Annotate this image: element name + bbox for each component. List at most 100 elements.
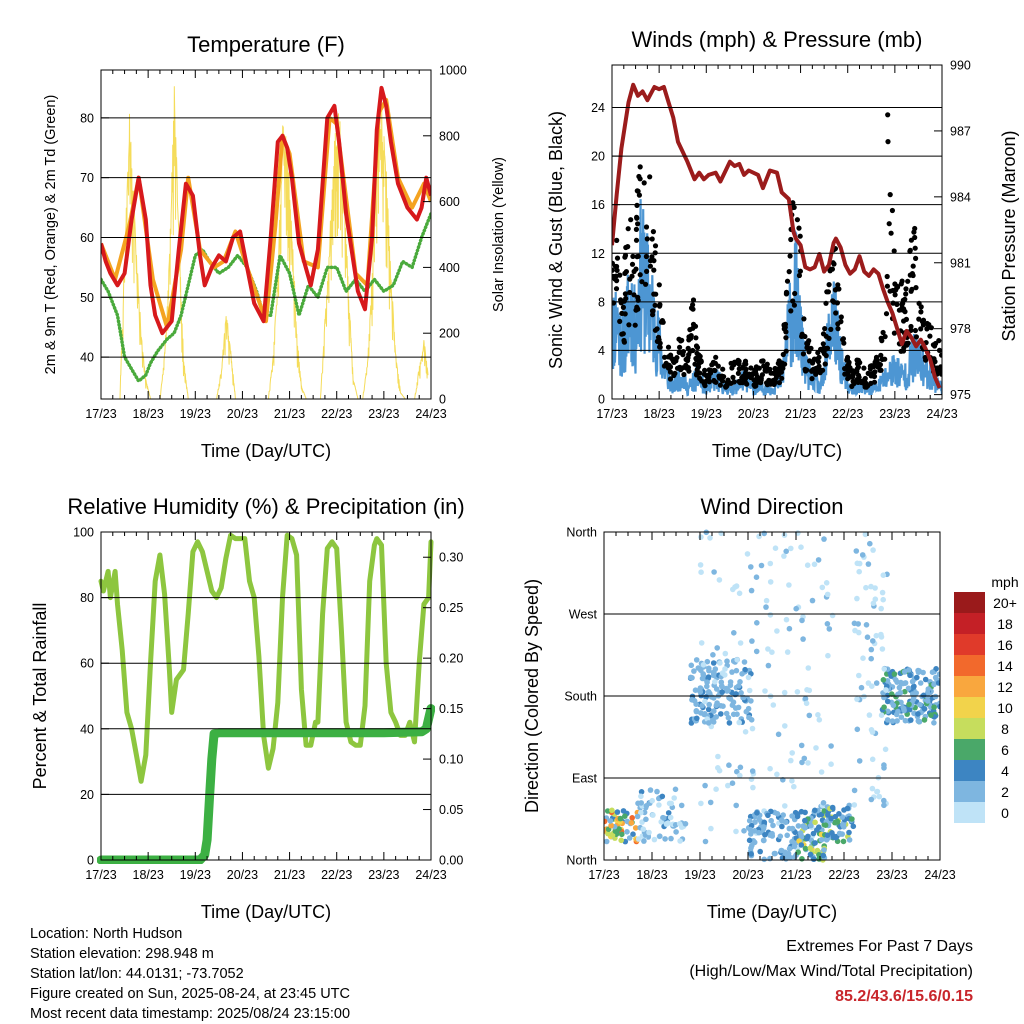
extremes-summary: Extremes For Past 7 Days (High/Low/Max W… <box>689 934 973 1009</box>
legend-label: 2 <box>1001 784 1009 800</box>
direction-cluster <box>634 786 689 844</box>
direction-point <box>812 840 818 846</box>
y2-tick-label: 800 <box>439 129 460 143</box>
y2-tick-label: 975 <box>950 388 971 402</box>
gust-point <box>825 289 832 295</box>
sonic-wind-line <box>612 199 942 398</box>
direction-point <box>693 708 700 714</box>
direction-point <box>806 712 813 719</box>
legend-label: 12 <box>997 679 1013 695</box>
direction-point <box>829 804 836 811</box>
direction-point <box>654 788 660 795</box>
gust-point <box>846 374 852 381</box>
x-axis-label: Time (Day/UTC) <box>201 902 331 922</box>
direction-point <box>778 817 785 823</box>
winds-pressure-chart: 17/23 18/23 19/23 20/23 21/23 22/23 23/23 24/23… <box>546 27 1019 461</box>
direction-point <box>798 742 805 749</box>
gust-point <box>614 255 621 261</box>
direction-cluster <box>793 807 828 863</box>
station-elevation: Station elevation: 298.948 m <box>30 946 214 962</box>
y2-tick-label: 981 <box>950 256 971 270</box>
gust-point <box>824 345 831 351</box>
direction-point <box>814 827 820 833</box>
direction-point <box>828 743 834 749</box>
direction-point <box>823 580 830 586</box>
direction-point <box>715 753 721 760</box>
direction-point <box>922 676 929 683</box>
gust-point <box>651 267 657 273</box>
gust-point <box>649 236 655 242</box>
direction-point <box>821 808 828 814</box>
direction-point <box>746 837 753 844</box>
x-tick-label: 20/23 <box>738 407 769 421</box>
direction-point <box>789 750 795 756</box>
direction-point <box>858 684 865 691</box>
direction-point <box>880 596 886 603</box>
direction-point <box>794 689 801 695</box>
direction-point <box>786 582 792 588</box>
direction-point <box>741 828 747 834</box>
gust-point <box>784 278 791 284</box>
gust-point <box>833 310 839 316</box>
gust-point <box>926 322 932 328</box>
direction-point <box>744 551 751 557</box>
direction-point <box>851 802 858 808</box>
gust-point <box>782 324 788 330</box>
direction-point <box>786 625 793 632</box>
gust-point <box>779 375 785 381</box>
direction-point <box>722 650 729 657</box>
gust-point <box>858 379 865 386</box>
direction-point <box>647 787 654 793</box>
direction-point <box>761 837 767 844</box>
gust-point <box>632 322 638 328</box>
gust-point <box>622 254 628 260</box>
gust-point <box>702 379 708 385</box>
gust-point <box>912 234 918 241</box>
gust-point <box>883 311 890 317</box>
gust-point <box>791 302 798 308</box>
legend-swatch <box>954 760 985 781</box>
direction-point <box>616 826 622 832</box>
direction-point <box>743 708 750 715</box>
direction-point <box>736 719 742 726</box>
gust-point <box>828 326 834 332</box>
recent-data-timestamp: Most recent data timestamp: 2025/08/24 2… <box>30 1006 351 1022</box>
chart-title: Wind Direction <box>700 494 843 519</box>
gust-point <box>667 369 674 375</box>
direction-point <box>714 645 720 651</box>
direction-point <box>665 810 672 816</box>
gust-point <box>918 326 924 332</box>
direction-cluster <box>687 656 755 726</box>
direction-point <box>915 711 921 717</box>
direction-point <box>868 646 875 653</box>
gust-point <box>852 379 858 385</box>
gust-point <box>888 230 894 236</box>
direction-point <box>718 711 724 717</box>
y-tick-label: 12 <box>591 247 605 261</box>
direction-point <box>767 612 774 618</box>
legend-label: 8 <box>1001 721 1009 737</box>
gust-point <box>779 362 785 368</box>
direction-point <box>772 850 778 857</box>
gust-point <box>657 303 663 309</box>
gust-point <box>619 310 625 316</box>
direction-point <box>734 768 740 775</box>
gust-point <box>927 333 933 339</box>
direction-point <box>784 649 791 655</box>
chart-title: Relative Humidity (%) & Precipitation (i… <box>67 494 464 519</box>
gust-point <box>687 327 693 333</box>
station-latlon: Station lat/lon: 44.0131; -73.7052 <box>30 966 244 982</box>
gust-point <box>830 260 836 266</box>
gust-point <box>736 366 743 372</box>
y2-tick-label: 400 <box>439 261 460 275</box>
direction-point <box>745 674 752 681</box>
direction-point <box>709 718 716 724</box>
x-tick-label: 18/23 <box>133 407 164 421</box>
gust-point <box>800 351 807 357</box>
direction-point <box>609 807 615 814</box>
x-tick-label: 18/23 <box>636 868 667 882</box>
direction-point <box>784 832 790 839</box>
direction-point <box>840 838 847 845</box>
direction-point <box>706 665 712 672</box>
direction-point <box>920 692 927 699</box>
